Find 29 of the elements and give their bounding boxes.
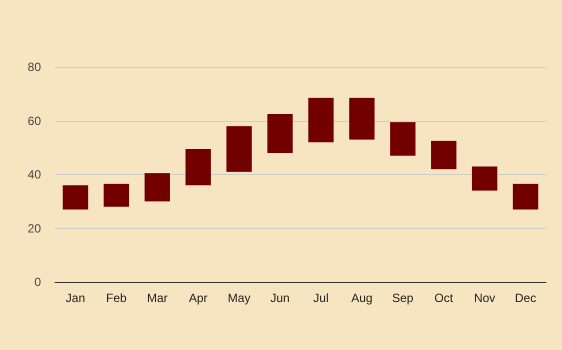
x-tick-label: Sep (392, 291, 414, 305)
x-tick-label: Aug (351, 291, 373, 305)
bar (62, 185, 88, 210)
x-tick-label: Mar (146, 291, 168, 305)
y-tick-label: 0 (34, 275, 42, 289)
bar (349, 98, 375, 140)
bar (308, 98, 334, 142)
x-tick-label: Apr (188, 291, 208, 305)
bar (512, 184, 538, 210)
bar (186, 148, 211, 186)
bar (226, 126, 252, 172)
bar (144, 173, 170, 202)
y-tick-label: 60 (28, 114, 42, 128)
bar (104, 184, 130, 207)
bar (267, 114, 293, 153)
bar (472, 166, 498, 191)
bar (390, 122, 416, 156)
x-tick-label: Jan (66, 291, 86, 305)
bar (431, 140, 456, 170)
x-tick-label: Jun (270, 291, 290, 305)
y-tick-label: 40 (28, 168, 42, 182)
x-tick-label: Dec (514, 291, 536, 305)
y-tick-label: 80 (28, 60, 42, 74)
x-tick-label: May (228, 291, 250, 305)
x-tick-label: Nov (474, 291, 496, 305)
y-tick-label: 20 (28, 221, 42, 236)
x-tick-label: Feb (106, 291, 128, 305)
x-tick-label: Jul (313, 291, 329, 305)
x-tick-label: Oct (434, 291, 454, 305)
